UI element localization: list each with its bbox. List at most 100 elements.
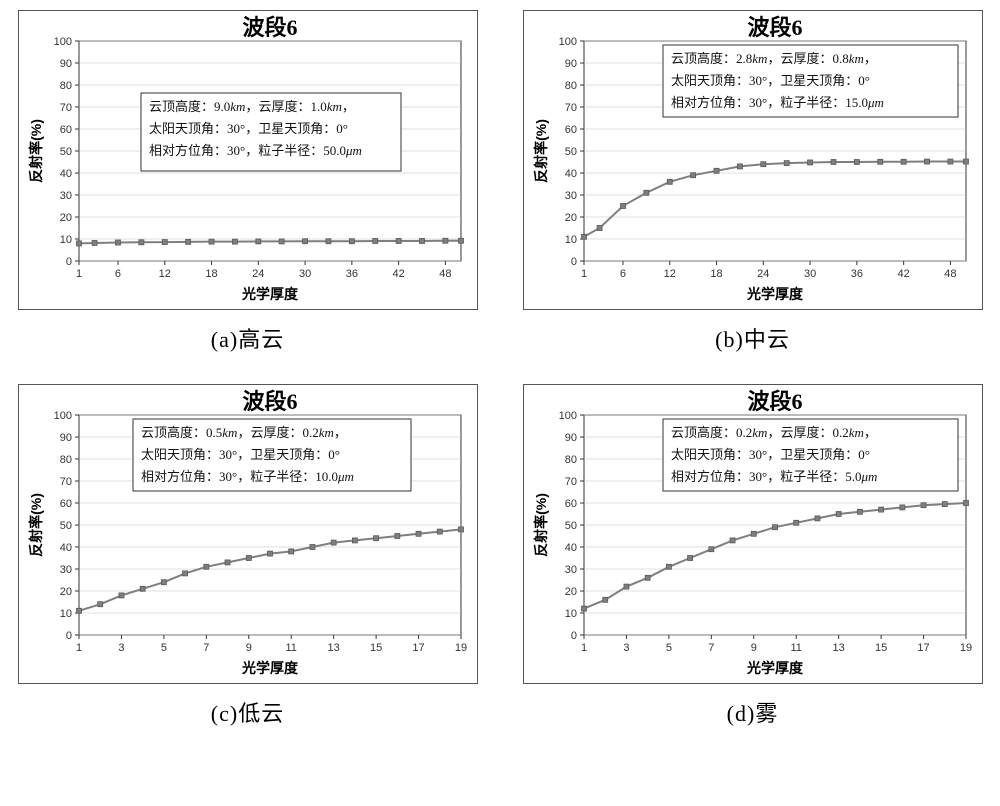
svg-text:60: 60 — [59, 124, 71, 136]
svg-text:反射率(%): 反射率(%) — [533, 493, 549, 557]
svg-text:70: 70 — [59, 102, 71, 114]
svg-text:相对方位角：30°，粒子半径：10.0μm: 相对方位角：30°，粒子半径：10.0μm — [141, 469, 354, 484]
svg-text:3: 3 — [118, 642, 124, 654]
svg-text:1: 1 — [580, 268, 586, 280]
svg-text:云顶高度：2.8km，云厚度：0.8km，: 云顶高度：2.8km，云厚度：0.8km， — [671, 51, 877, 66]
svg-text:太阳天顶角：30°，卫星天顶角：0°: 太阳天顶角：30°，卫星天顶角：0° — [141, 447, 340, 462]
svg-text:12: 12 — [663, 268, 675, 280]
svg-text:20: 20 — [59, 586, 71, 598]
svg-text:80: 80 — [564, 80, 576, 92]
svg-text:10: 10 — [564, 234, 576, 246]
svg-text:6: 6 — [114, 268, 120, 280]
svg-text:反射率(%): 反射率(%) — [28, 493, 44, 557]
svg-text:42: 42 — [392, 268, 404, 280]
svg-text:40: 40 — [59, 542, 71, 554]
svg-text:24: 24 — [757, 268, 769, 280]
svg-text:30: 30 — [59, 190, 71, 202]
svg-text:5: 5 — [665, 642, 671, 654]
svg-text:70: 70 — [59, 476, 71, 488]
svg-text:云顶高度：0.2km，云厚度：0.2km，: 云顶高度：0.2km，云厚度：0.2km， — [671, 425, 877, 440]
svg-text:36: 36 — [345, 268, 357, 280]
svg-text:18: 18 — [205, 268, 217, 280]
svg-text:19: 19 — [959, 642, 971, 654]
svg-text:50: 50 — [59, 146, 71, 158]
svg-text:光学厚度: 光学厚度 — [746, 286, 804, 302]
panel-a: 01020304050607080901001612182430364248波段… — [10, 10, 485, 354]
svg-text:3: 3 — [623, 642, 629, 654]
svg-text:100: 100 — [558, 410, 576, 422]
svg-text:5: 5 — [160, 642, 166, 654]
svg-text:13: 13 — [832, 642, 844, 654]
svg-text:70: 70 — [564, 102, 576, 114]
chart-c: 0102030405060708090100135791113151719波段6… — [18, 384, 478, 684]
svg-text:60: 60 — [564, 124, 576, 136]
svg-text:光学厚度: 光学厚度 — [241, 286, 299, 302]
svg-text:50: 50 — [564, 146, 576, 158]
svg-text:13: 13 — [327, 642, 339, 654]
svg-text:100: 100 — [558, 36, 576, 48]
svg-text:18: 18 — [710, 268, 722, 280]
svg-text:48: 48 — [944, 268, 956, 280]
svg-text:30: 30 — [59, 564, 71, 576]
svg-text:30: 30 — [564, 190, 576, 202]
caption-a: (a)高云 — [211, 322, 284, 354]
svg-text:0: 0 — [65, 630, 71, 642]
svg-text:相对方位角：30°，粒子半径：5.0μm: 相对方位角：30°，粒子半径：5.0μm — [671, 469, 877, 484]
svg-text:80: 80 — [59, 454, 71, 466]
caption-b: (b)中云 — [715, 322, 790, 354]
svg-text:90: 90 — [564, 432, 576, 444]
svg-text:100: 100 — [53, 410, 71, 422]
svg-text:90: 90 — [564, 58, 576, 70]
svg-text:70: 70 — [564, 476, 576, 488]
svg-text:波段6: 波段6 — [747, 389, 802, 414]
svg-text:90: 90 — [59, 58, 71, 70]
svg-text:10: 10 — [564, 608, 576, 620]
svg-text:30: 30 — [564, 564, 576, 576]
svg-text:相对方位角：30°，粒子半径：15.0μm: 相对方位角：30°，粒子半径：15.0μm — [671, 95, 884, 110]
svg-text:100: 100 — [53, 36, 71, 48]
svg-text:0: 0 — [65, 256, 71, 268]
svg-text:50: 50 — [564, 520, 576, 532]
svg-text:9: 9 — [750, 642, 756, 654]
svg-text:1: 1 — [75, 642, 81, 654]
svg-text:12: 12 — [158, 268, 170, 280]
svg-text:0: 0 — [570, 630, 576, 642]
svg-text:24: 24 — [252, 268, 264, 280]
svg-text:20: 20 — [564, 586, 576, 598]
svg-text:11: 11 — [285, 642, 296, 654]
chart-b: 01020304050607080901001612182430364248波段… — [523, 10, 983, 310]
chart-a: 01020304050607080901001612182430364248波段… — [18, 10, 478, 310]
svg-text:相对方位角：30°，粒子半径：50.0μm: 相对方位角：30°，粒子半径：50.0μm — [149, 143, 362, 158]
svg-text:0: 0 — [570, 256, 576, 268]
caption-d: (d)雾 — [727, 696, 779, 728]
svg-text:反射率(%): 反射率(%) — [533, 119, 549, 183]
svg-text:40: 40 — [59, 168, 71, 180]
svg-text:19: 19 — [454, 642, 466, 654]
svg-text:光学厚度: 光学厚度 — [241, 660, 299, 676]
svg-text:80: 80 — [59, 80, 71, 92]
svg-text:7: 7 — [708, 642, 714, 654]
svg-text:10: 10 — [59, 234, 71, 246]
svg-text:1: 1 — [580, 642, 586, 654]
chart-d: 0102030405060708090100135791113151719波段6… — [523, 384, 983, 684]
svg-text:6: 6 — [619, 268, 625, 280]
svg-text:36: 36 — [850, 268, 862, 280]
svg-text:30: 30 — [803, 268, 815, 280]
svg-text:50: 50 — [59, 520, 71, 532]
svg-text:40: 40 — [564, 168, 576, 180]
svg-text:80: 80 — [564, 454, 576, 466]
svg-text:30: 30 — [298, 268, 310, 280]
svg-text:云顶高度：0.5km，云厚度：0.2km，: 云顶高度：0.5km，云厚度：0.2km， — [141, 425, 347, 440]
svg-text:40: 40 — [564, 542, 576, 554]
svg-text:15: 15 — [369, 642, 381, 654]
caption-c: (c)低云 — [211, 696, 284, 728]
svg-text:太阳天顶角：30°，卫星天顶角：0°: 太阳天顶角：30°，卫星天顶角：0° — [149, 121, 348, 136]
svg-text:反射率(%): 反射率(%) — [28, 119, 44, 183]
svg-text:11: 11 — [790, 642, 801, 654]
svg-text:9: 9 — [245, 642, 251, 654]
svg-text:60: 60 — [564, 498, 576, 510]
svg-text:波段6: 波段6 — [747, 15, 802, 40]
svg-text:20: 20 — [59, 212, 71, 224]
svg-text:15: 15 — [874, 642, 886, 654]
svg-text:太阳天顶角：30°，卫星天顶角：0°: 太阳天顶角：30°，卫星天顶角：0° — [671, 73, 870, 88]
